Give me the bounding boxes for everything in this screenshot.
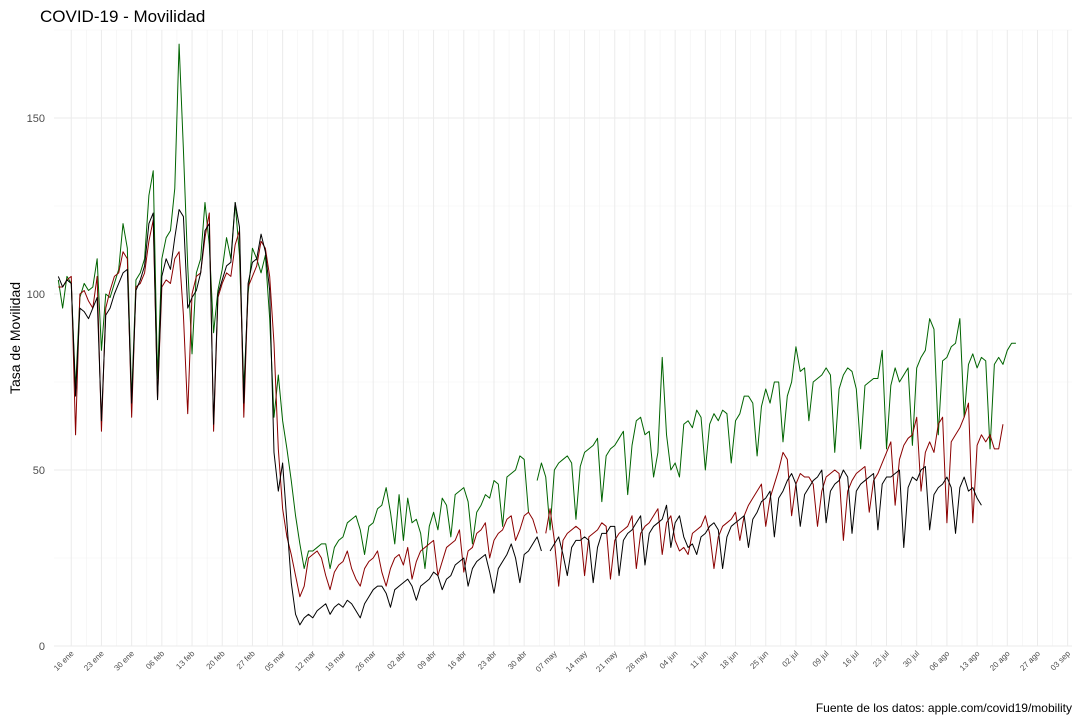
x-tick-label: 28 may: [624, 649, 649, 674]
x-tick-label: 30 abr: [506, 649, 529, 672]
x-tick-label: 20 feb: [205, 649, 227, 671]
y-tick-label: 150: [27, 113, 45, 125]
x-tick-label: 23 jul: [871, 649, 891, 669]
series-line-2: [58, 212, 1004, 598]
x-tick-label: 07 may: [534, 649, 559, 674]
x-tick-label: 21 may: [594, 649, 619, 674]
series-line-1: [57, 43, 1016, 570]
x-tick-label: 03 sep: [1049, 649, 1073, 673]
x-tick-label: 19 mar: [323, 649, 347, 673]
x-tick-label: 16 jul: [841, 649, 861, 669]
x-tick-label: 23 ene: [82, 649, 106, 673]
x-tick-label: 09 abr: [416, 649, 439, 672]
x-tick-label: 06 feb: [144, 649, 166, 671]
x-tick-label: 13 feb: [174, 649, 196, 671]
x-tick-label: 20 ago: [988, 649, 1012, 673]
x-tick-label: 09 jul: [811, 649, 831, 669]
x-tick-label: 02 abr: [385, 649, 408, 672]
x-tick-label: 02 jul: [780, 649, 800, 669]
x-tick-label: 13 ago: [958, 649, 982, 673]
x-tick-label: 16 ene: [52, 649, 76, 673]
x-tick-label: 25 jun: [748, 649, 770, 671]
x-tick-label: 27 feb: [235, 649, 257, 671]
x-tick-label: 04 jun: [658, 649, 680, 671]
x-tick-label: 05 mar: [263, 649, 287, 673]
major-gridlines: [54, 30, 1072, 647]
y-tick-label: 0: [39, 641, 45, 653]
x-tick-label: 11 jun: [688, 649, 709, 670]
x-tick-label: 30 ene: [112, 649, 136, 673]
x-tick-label: 23 abr: [476, 649, 499, 672]
x-tick-label: 27 ago: [1018, 649, 1042, 673]
x-tick-label: 14 may: [564, 649, 589, 674]
x-tick-label: 16 abr: [446, 649, 469, 672]
x-tick-label: 26 mar: [354, 649, 378, 673]
y-tick-label: 100: [27, 289, 45, 301]
series-line-3: [57, 201, 982, 626]
data-source-caption: Fuente de los datos: apple.com/covid19/m…: [816, 701, 1072, 715]
x-tick-label: 30 jul: [901, 649, 921, 669]
minor-gridlines: [54, 29, 1072, 646]
y-tick-label: 50: [33, 465, 45, 477]
y-axis-ticks: 0 50 100 150: [27, 113, 45, 653]
x-tick-label: 12 mar: [293, 649, 317, 673]
chart-title: COVID-19 - Movilidad: [40, 7, 205, 26]
x-axis-ticks: 16 ene 23 ene 30 ene 06 feb 13 feb 20 feb 27 f…: [52, 649, 1072, 674]
x-tick-label: 18 jun: [718, 649, 740, 671]
y-axis-label: Tasa de Movilidad: [7, 282, 23, 394]
x-tick-label: 06 ago: [928, 649, 952, 673]
series-lines: [57, 43, 1016, 626]
